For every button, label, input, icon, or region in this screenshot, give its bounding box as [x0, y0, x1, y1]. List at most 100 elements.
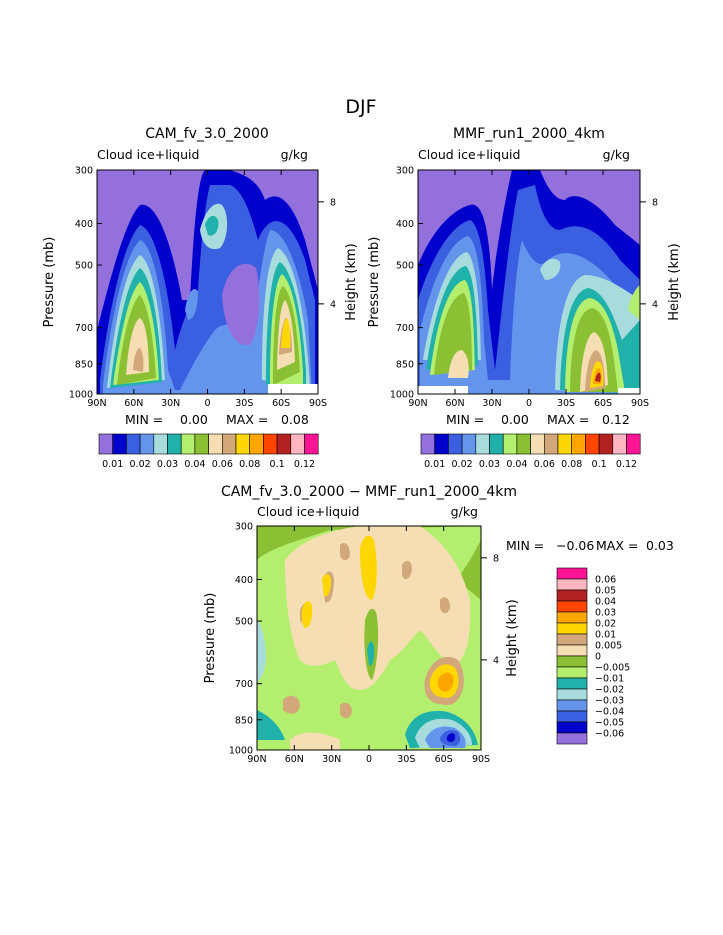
x-tick-label: 90N — [87, 398, 106, 409]
level-0.005 — [285, 526, 471, 690]
colorbar-label: 0.12 — [294, 459, 315, 470]
colorbar-box — [180, 433, 196, 455]
colorbar-label: 0.02 — [452, 459, 473, 470]
colorbar-box — [222, 433, 237, 455]
y-tick-label: 400 — [235, 575, 253, 586]
colorbar-label: 0.12 — [616, 459, 637, 470]
min-max-readout: MIN = 0.00 MAX = 0.08 — [125, 412, 309, 427]
y2-tick-label: 8 — [652, 197, 658, 208]
colorbar-box — [139, 433, 155, 455]
colorbar-box — [304, 433, 319, 455]
level-0.08 — [117, 286, 300, 385]
level-0.08 — [434, 293, 618, 392]
colorbar-label: −0.05 — [595, 718, 624, 729]
colorbar-label: 0 — [595, 652, 601, 663]
colorbar-box — [208, 433, 223, 455]
axes: 90N 60N 30N 0 30S 60S 90S 300 400 500 700 850 1000 8 4 — [229, 522, 499, 766]
y2-axis-label: Height (km) — [667, 243, 682, 320]
max-value: 0.08 — [281, 412, 309, 427]
y-axis-label: Pressure (mb) — [367, 237, 382, 328]
panel-title: CAM_fv_3.0_2000 − MMF_run1_2000_4km — [221, 484, 517, 500]
x-tick-label: 60S — [594, 398, 612, 409]
contour-field — [257, 526, 481, 750]
colorbar-label: 0.03 — [479, 459, 500, 470]
x-tick-label: 60N — [285, 754, 304, 765]
figure-title: DJF — [345, 96, 376, 118]
colorbar-box — [126, 433, 141, 455]
colorbar-box — [448, 433, 463, 455]
x-tick-label: 30S — [397, 754, 415, 765]
colorbar-box — [598, 433, 614, 455]
y-tick-label: 300 — [235, 522, 253, 533]
colorbar-label: 0.01 — [424, 459, 445, 470]
colorbar-label: −0.01 — [595, 674, 624, 685]
colorbar-box — [276, 433, 292, 455]
y-tick-label: 1000 — [69, 390, 93, 401]
y-tick-label: 300 — [396, 166, 414, 177]
colorbar-box — [489, 433, 504, 455]
x-tick-label: 30S — [557, 398, 575, 409]
x-tick-label: 60N — [124, 398, 143, 409]
colorbar-label: 0.005 — [595, 641, 622, 652]
level--0.06 — [446, 733, 456, 742]
units-label: g/kg — [451, 504, 478, 519]
colorbar-box — [434, 433, 449, 455]
y-tick-label: 1000 — [390, 390, 414, 401]
colorbar-box — [153, 433, 168, 455]
x-tick-label: 0 — [526, 398, 532, 409]
masked-region — [618, 388, 640, 394]
colorbar-label: 0.1 — [592, 459, 607, 470]
colorbar-box — [585, 433, 600, 455]
colorbar-box — [626, 433, 641, 455]
max-label: MAX = — [596, 538, 638, 553]
min-label: MIN = — [446, 412, 484, 427]
level--0.03 — [257, 620, 266, 682]
y-tick-label: 400 — [396, 219, 414, 230]
colorbar-box — [235, 433, 250, 455]
field-label: Cloud ice+liquid — [418, 147, 520, 162]
x-tick-label: 30S — [235, 398, 253, 409]
units-label: g/kg — [281, 147, 308, 162]
colorbar-box — [556, 578, 588, 591]
min-label: MIN = — [125, 412, 163, 427]
y2-tick-label: 8 — [330, 197, 336, 208]
panel-cam: CAM_fv_3.0_2000 Cloud ice+liquid g/kg — [42, 126, 359, 470]
colorbar-label: 0.04 — [506, 459, 527, 470]
y2-tick-label: 4 — [652, 299, 658, 310]
y-axis-label: Pressure (mb) — [42, 237, 57, 328]
min-label: MIN = — [506, 538, 544, 553]
masked-region — [418, 386, 468, 394]
colorbar-label: 0.08 — [239, 459, 260, 470]
colorbar-label: −0.04 — [595, 707, 624, 718]
colorbar-box — [557, 433, 572, 455]
level-0.03 — [437, 672, 454, 692]
colorbar-box — [194, 433, 209, 455]
min-max-readout: MIN = −0.06 MAX = 0.03 — [506, 538, 674, 553]
x-tick-label: 90S — [472, 754, 490, 765]
colorbar-label: 0.01 — [102, 459, 123, 470]
x-tick-label: 90S — [309, 398, 327, 409]
colorbar-box — [556, 688, 588, 701]
y-tick-label: 700 — [75, 323, 93, 334]
axes: 90N 60N 30N 0 30S 60S 90S 300 400 500 700 850 1000 8 4 — [390, 166, 658, 410]
colorbar-box — [167, 433, 182, 455]
x-tick-label: 30N — [482, 398, 501, 409]
panel-title: CAM_fv_3.0_2000 — [145, 126, 269, 142]
colorbar-label: 0.05 — [595, 586, 616, 597]
y-tick-label: 500 — [396, 261, 414, 272]
level--0.02 — [367, 641, 375, 666]
colorbar-box — [556, 732, 588, 745]
y-tick-label: 500 — [235, 617, 253, 628]
hole-region — [185, 289, 198, 320]
colorbar-label: 0.04 — [184, 459, 205, 470]
x-tick-label: 90S — [631, 398, 649, 409]
units-label: g/kg — [603, 147, 630, 162]
colorbar-box — [556, 677, 588, 690]
colorbar-box — [530, 433, 545, 455]
colorbar-box — [556, 611, 588, 624]
hole-region — [222, 263, 260, 346]
colorbar-label: 0.04 — [595, 597, 616, 608]
colorbar-box — [556, 600, 588, 613]
level-0.02 — [301, 601, 313, 628]
